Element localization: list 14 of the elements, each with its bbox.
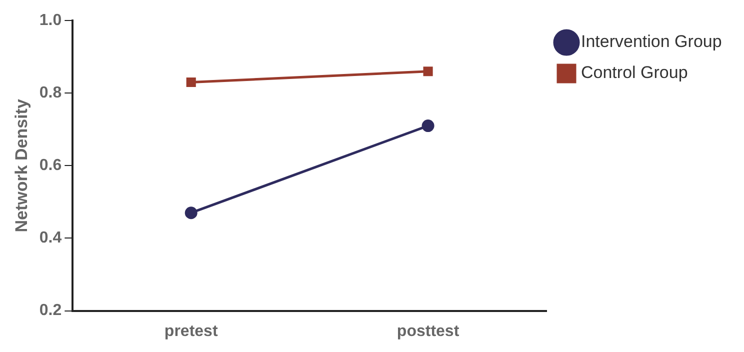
y-tick-label: 0.6 — [39, 157, 62, 174]
y-tick-label: 0.2 — [39, 302, 62, 320]
legend-label: Intervention Group — [581, 32, 722, 52]
legend-label: Control Group — [581, 63, 688, 82]
y-axis-title: Network Density — [12, 98, 31, 232]
x-tick-label: posttest — [396, 322, 460, 340]
point — [184, 206, 198, 220]
y-tick-label: 0.4 — [39, 230, 62, 247]
point — [423, 66, 433, 76]
y-tick-label: 1.0 — [39, 12, 62, 30]
y-tick-label: 0.8 — [39, 84, 62, 102]
point — [422, 120, 434, 132]
point — [186, 77, 196, 88]
x-tick-label: pretest — [164, 322, 218, 340]
